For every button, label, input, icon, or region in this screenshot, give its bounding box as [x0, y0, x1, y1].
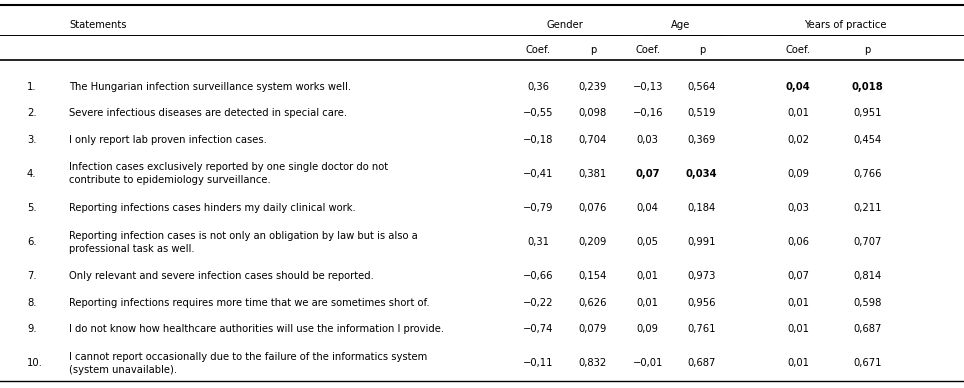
Text: 0,832: 0,832 [578, 358, 607, 368]
Text: 0,018: 0,018 [852, 82, 883, 92]
Text: 0,01: 0,01 [788, 298, 809, 308]
Text: 0,01: 0,01 [637, 298, 658, 308]
Text: −0,79: −0,79 [522, 203, 553, 213]
Text: 0,519: 0,519 [687, 108, 716, 118]
Text: Reporting infection cases is not only an obligation by law but is also a
profess: Reporting infection cases is not only an… [69, 231, 418, 253]
Text: 0,951: 0,951 [853, 108, 882, 118]
Text: 0,09: 0,09 [788, 169, 809, 179]
Text: 0,154: 0,154 [578, 271, 607, 281]
Text: 0,07: 0,07 [788, 271, 809, 281]
Text: 0,02: 0,02 [788, 135, 809, 145]
Text: 0,098: 0,098 [578, 108, 607, 118]
Text: p: p [699, 45, 705, 55]
Text: 0,973: 0,973 [687, 271, 716, 281]
Text: Only relevant and severe infection cases should be reported.: Only relevant and severe infection cases… [69, 271, 374, 281]
Text: 0,766: 0,766 [853, 169, 882, 179]
Text: −0,55: −0,55 [522, 108, 553, 118]
Text: The Hungarian infection surveillance system works well.: The Hungarian infection surveillance sys… [69, 82, 352, 92]
Text: −0,41: −0,41 [522, 169, 553, 179]
Text: 0,03: 0,03 [788, 203, 809, 213]
Text: −0,22: −0,22 [522, 298, 553, 308]
Text: −0,16: −0,16 [632, 108, 663, 118]
Text: I cannot report occasionally due to the failure of the informatics system
(syste: I cannot report occasionally due to the … [69, 352, 428, 374]
Text: 0,184: 0,184 [687, 203, 716, 213]
Text: 0,991: 0,991 [687, 237, 716, 247]
Text: 5.: 5. [27, 203, 37, 213]
Text: Years of practice: Years of practice [804, 20, 887, 30]
Text: 0,626: 0,626 [578, 298, 607, 308]
Text: 8.: 8. [27, 298, 37, 308]
Text: 0,04: 0,04 [637, 203, 658, 213]
Text: 0,05: 0,05 [637, 237, 658, 247]
Text: 0,01: 0,01 [788, 108, 809, 118]
Text: 2.: 2. [27, 108, 37, 118]
Text: Statements: Statements [69, 20, 127, 30]
Text: 0,03: 0,03 [637, 135, 658, 145]
Text: 0,239: 0,239 [578, 82, 607, 92]
Text: 3.: 3. [27, 135, 37, 145]
Text: 0,09: 0,09 [637, 324, 658, 334]
Text: 0,01: 0,01 [788, 358, 809, 368]
Text: 0,564: 0,564 [687, 82, 716, 92]
Text: Reporting infections cases hinders my daily clinical work.: Reporting infections cases hinders my da… [69, 203, 356, 213]
Text: Gender: Gender [547, 20, 583, 30]
Text: 0,079: 0,079 [578, 324, 607, 334]
Text: 0,211: 0,211 [853, 203, 882, 213]
Text: −0,18: −0,18 [522, 135, 553, 145]
Text: −0,66: −0,66 [522, 271, 553, 281]
Text: −0,01: −0,01 [632, 358, 663, 368]
Text: 0,01: 0,01 [788, 324, 809, 334]
Text: 0,31: 0,31 [527, 237, 549, 247]
Text: 0,034: 0,034 [686, 169, 717, 179]
Text: Reporting infections requires more time that we are sometimes short of.: Reporting infections requires more time … [69, 298, 430, 308]
Text: 0,814: 0,814 [853, 271, 882, 281]
Text: 0,07: 0,07 [635, 169, 660, 179]
Text: 0,687: 0,687 [687, 358, 716, 368]
Text: −0,74: −0,74 [522, 324, 553, 334]
Text: 0,687: 0,687 [853, 324, 882, 334]
Text: 0,04: 0,04 [786, 82, 811, 92]
Text: 0,076: 0,076 [578, 203, 607, 213]
Text: 0,01: 0,01 [637, 271, 658, 281]
Text: Coef.: Coef. [635, 45, 660, 55]
Text: p: p [590, 45, 596, 55]
Text: Coef.: Coef. [786, 45, 811, 55]
Text: 0,454: 0,454 [853, 135, 882, 145]
Text: 0,369: 0,369 [687, 135, 716, 145]
Text: 4.: 4. [27, 169, 37, 179]
Text: 0,761: 0,761 [687, 324, 716, 334]
Text: 6.: 6. [27, 237, 37, 247]
Text: 7.: 7. [27, 271, 37, 281]
Text: I do not know how healthcare authorities will use the information I provide.: I do not know how healthcare authorities… [69, 324, 444, 334]
Text: Age: Age [671, 20, 690, 30]
Text: 0,707: 0,707 [853, 237, 882, 247]
Text: 0,381: 0,381 [578, 169, 607, 179]
Text: 0,598: 0,598 [853, 298, 882, 308]
Text: −0,11: −0,11 [522, 358, 553, 368]
Text: 0,704: 0,704 [578, 135, 607, 145]
Text: 0,06: 0,06 [788, 237, 809, 247]
Text: 0,209: 0,209 [578, 237, 607, 247]
Text: Severe infectious diseases are detected in special care.: Severe infectious diseases are detected … [69, 108, 348, 118]
Text: 0,671: 0,671 [853, 358, 882, 368]
Text: Infection cases exclusively reported by one single doctor do not
contribute to e: Infection cases exclusively reported by … [69, 163, 388, 185]
Text: 9.: 9. [27, 324, 37, 334]
Text: I only report lab proven infection cases.: I only report lab proven infection cases… [69, 135, 267, 145]
Text: 1.: 1. [27, 82, 37, 92]
Text: p: p [865, 45, 870, 55]
Text: 10.: 10. [27, 358, 42, 368]
Text: Coef.: Coef. [525, 45, 550, 55]
Text: −0,13: −0,13 [632, 82, 663, 92]
Text: 0,36: 0,36 [527, 82, 549, 92]
Text: 0,956: 0,956 [687, 298, 716, 308]
